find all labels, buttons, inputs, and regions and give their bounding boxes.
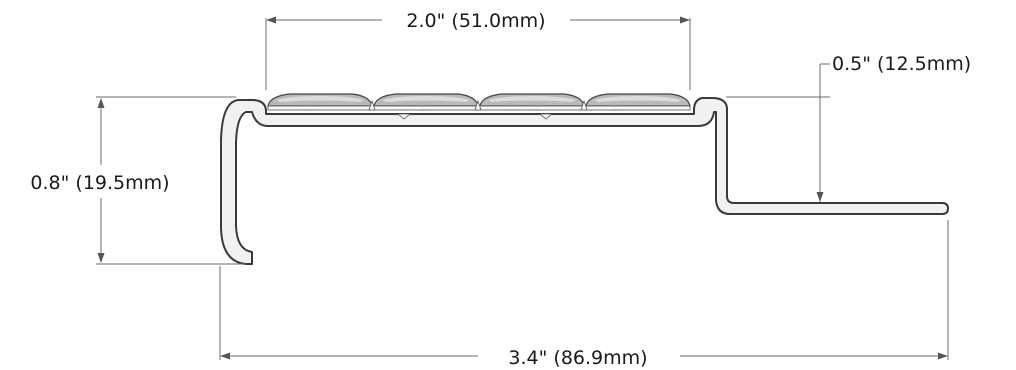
stair-nosing-profile — [220, 93, 949, 265]
arrowhead — [680, 16, 690, 24]
arrowhead — [97, 98, 105, 108]
profile-body — [220, 97, 949, 265]
dimension-nose-height: 0.8" (19.5mm) — [30, 96, 246, 265]
nose-height-label: 0.8" (19.5mm) — [30, 172, 169, 194]
dimension-step-drop: 0.5" (12.5mm) — [726, 53, 971, 202]
overall-depth-label: 3.4" (86.9mm) — [508, 347, 647, 369]
step-drop-label: 0.5" (12.5mm) — [832, 53, 971, 75]
abrasive-insert — [267, 93, 691, 120]
tread-width-label: 2.0" (51.0mm) — [406, 10, 545, 32]
arrowhead — [816, 192, 824, 202]
arrowhead — [266, 16, 276, 24]
dimension-overall-depth: 3.4" (86.9mm) — [219, 220, 949, 369]
dimension-tread-width: 2.0" (51.0mm) — [265, 10, 691, 90]
arrowhead — [97, 253, 105, 263]
arrowhead — [220, 352, 230, 360]
arrowhead — [938, 352, 948, 360]
